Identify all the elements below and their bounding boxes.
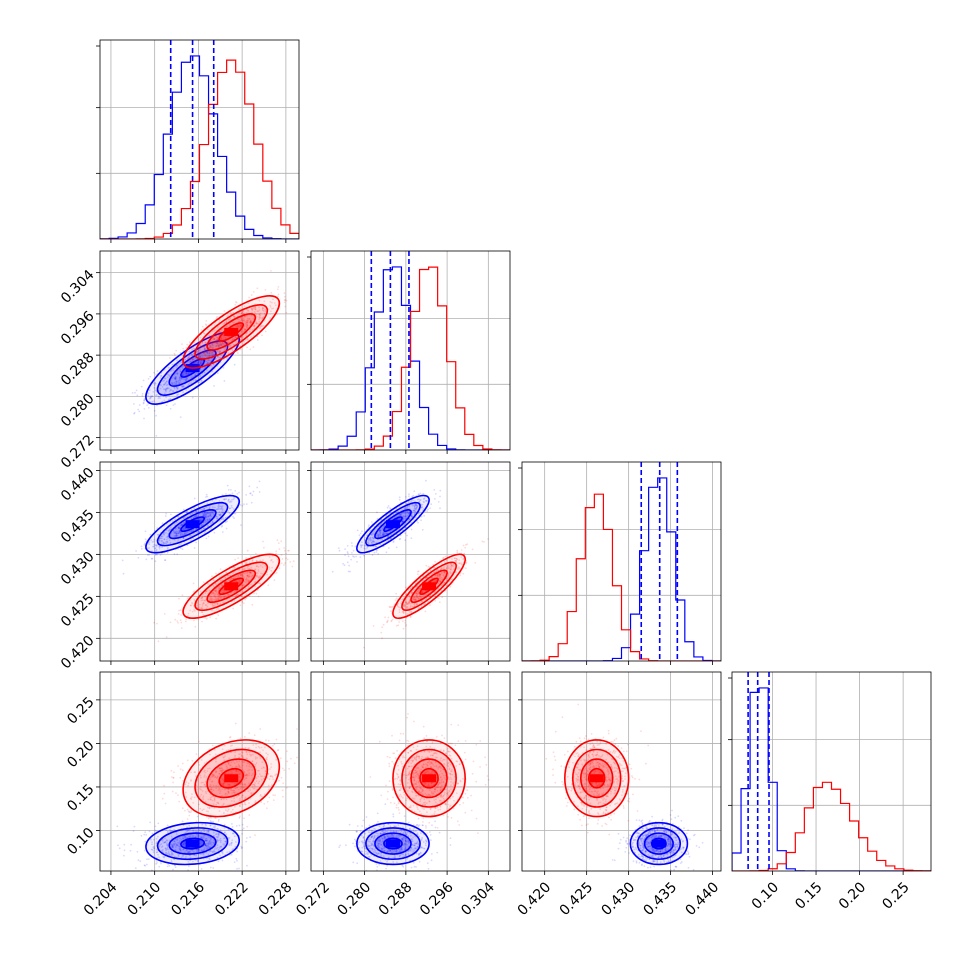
y-tick-label: 0.25 [64,694,97,727]
panel-3-2 [521,671,722,872]
y-tick-label: 0.280 [58,391,98,431]
density-peak [185,839,200,848]
panel-1-0 [99,250,300,451]
y-tick-label: 0.425 [58,591,98,631]
y-tick-label: 0.296 [58,308,98,348]
density-peak [185,520,200,529]
x-tick-label: 0.204 [81,879,121,919]
y-tick-label: 0.440 [58,465,98,505]
panel-frame [521,461,722,662]
panel-frame [99,461,300,662]
density-peak [385,520,400,529]
density-peak [422,774,437,783]
y-tick-label: 0.435 [58,507,98,547]
scatter-series-1 [369,713,490,839]
density-peak [224,582,239,591]
y-tick-label: 0.10 [64,825,97,858]
scatter-series-1 [363,538,489,649]
panel-frame [521,671,722,872]
panel-2-1 [310,461,511,662]
y-tick-label: 0.288 [58,349,98,389]
y-tick-label: 0.20 [64,738,97,771]
density-peak [224,774,239,783]
panel-2-0 [99,461,300,662]
x-tick-label: 0.425 [557,879,597,919]
x-tick-label: 0.435 [641,879,681,919]
x-tick-label: 0.296 [417,879,457,919]
hist-series-0 [100,55,299,239]
x-tick-label: 0.222 [212,879,252,919]
hist-panel-0 [96,39,300,240]
density-peak [422,582,437,591]
hist-series-0 [522,477,721,661]
x-tick-label: 0.272 [293,879,333,919]
y-tick-label: 0.430 [58,549,98,589]
y-tick-label: 0.15 [64,781,97,814]
hist-panel-3 [728,671,932,872]
x-tick-label: 0.15 [792,879,825,912]
x-tick-label: 0.440 [683,879,723,919]
x-tick-label: 0.20 [836,879,869,912]
y-tick-label: 0.420 [58,633,98,673]
hist-series-1 [100,59,299,239]
density-peak [651,839,666,848]
panel-frame [99,39,300,240]
x-tick-label: 0.420 [515,879,555,919]
panel-3-1 [310,671,511,872]
x-tick-label: 0.210 [125,879,165,919]
panel-frame [310,461,511,662]
density-peak [385,839,400,848]
hist-series-1 [522,493,721,661]
panel-frame [99,250,300,451]
panel-frame [731,671,932,872]
x-tick-label: 0.304 [458,879,498,919]
density-peak [224,327,239,336]
x-tick-label: 0.430 [599,879,639,919]
hist-series-1 [311,266,510,450]
panel-frame [99,671,300,872]
panel-3-0 [99,671,300,872]
x-tick-label: 0.228 [256,879,296,919]
x-tick-label: 0.280 [335,879,375,919]
hist-series-1 [732,781,931,871]
x-tick-label: 0.25 [879,879,912,912]
panel-frame [310,250,511,451]
x-tick-label: 0.216 [168,879,208,919]
panel-frame [310,671,511,872]
hist-panel-1 [307,250,511,451]
x-tick-label: 0.10 [749,879,782,912]
hist-panel-2 [518,461,722,662]
x-tick-label: 0.288 [376,879,416,919]
hist-series-0 [732,687,931,871]
y-tick-label: 0.272 [58,432,98,472]
y-tick-label: 0.304 [58,267,98,307]
density-peak [589,774,604,783]
